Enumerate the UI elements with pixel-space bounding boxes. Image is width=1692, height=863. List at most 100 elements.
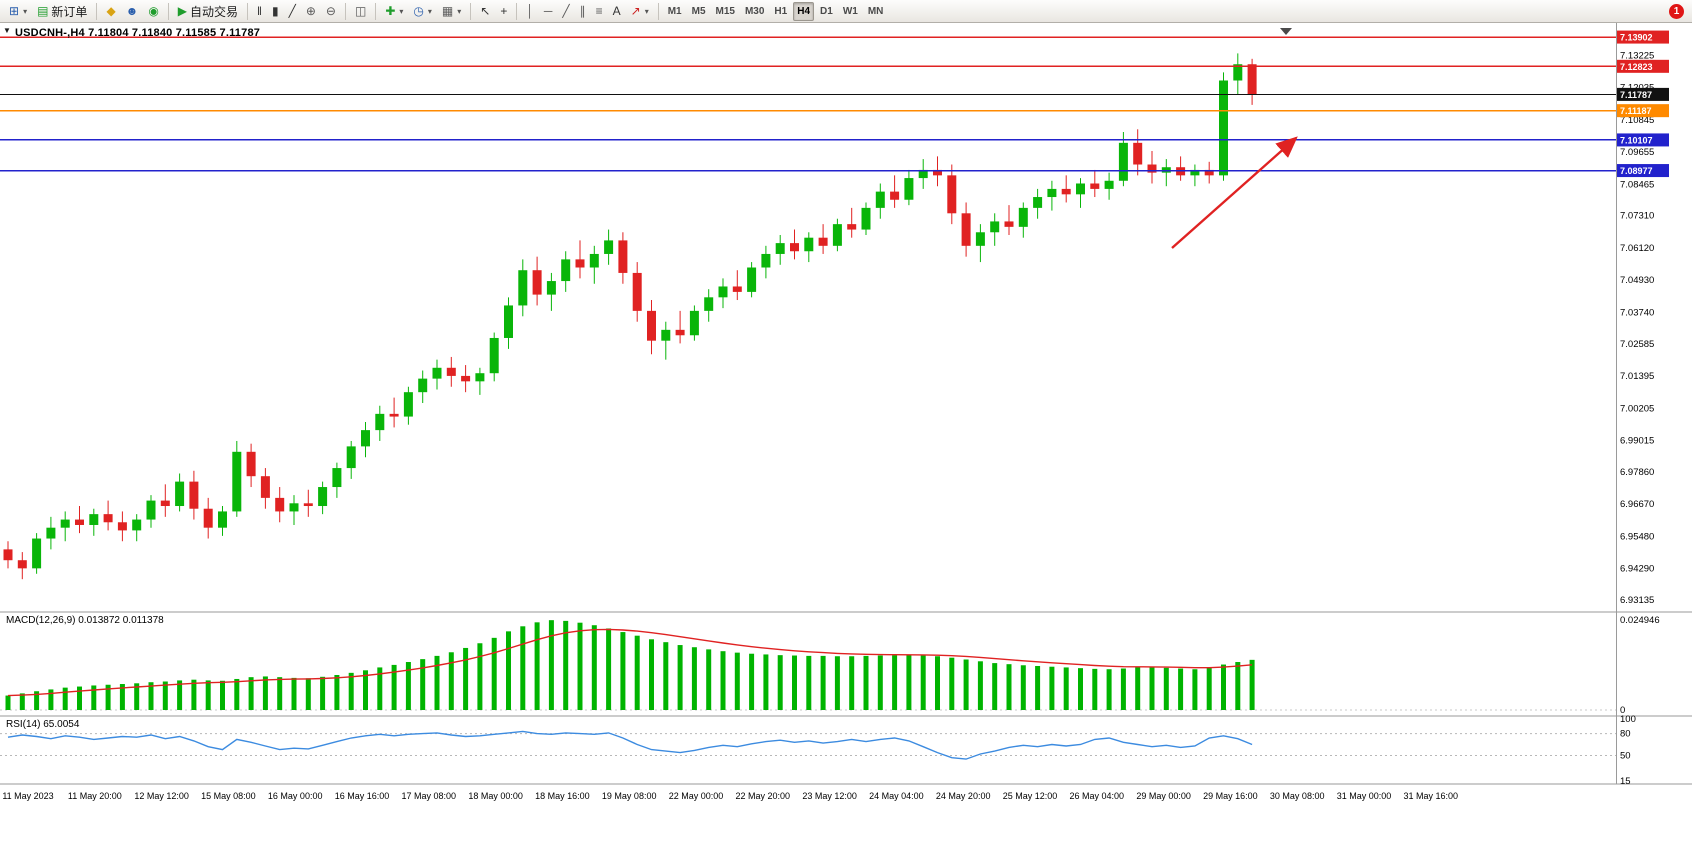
chevron-down-icon: ▾: [427, 6, 432, 16]
horizontal-line-icon: ─: [543, 4, 553, 18]
channel-tool-button[interactable]: ∥: [576, 2, 590, 21]
svg-text:7.03740: 7.03740: [1620, 307, 1654, 318]
svg-text:18 May 00:00: 18 May 00:00: [468, 791, 523, 801]
price-badge: [1617, 59, 1669, 73]
candlestick-icon: ▮: [272, 4, 279, 18]
metaeditor-button[interactable]: ◆: [102, 2, 119, 21]
news-button[interactable]: ◉: [144, 2, 162, 21]
periods-button[interactable]: ◷ ▾: [409, 2, 436, 21]
text-tool-button[interactable]: A: [609, 2, 625, 21]
timeframe-w1-button[interactable]: W1: [839, 2, 862, 21]
zoom-in-button[interactable]: ⊕: [302, 2, 320, 21]
chevron-down-icon: ▾: [399, 6, 404, 16]
indicators-button[interactable]: ✚ ▾: [381, 2, 407, 21]
svg-text:23 May 12:00: 23 May 12:00: [802, 791, 857, 801]
timeframe-m15-button[interactable]: M15: [712, 2, 739, 21]
chart-shift-marker[interactable]: [1280, 28, 1292, 35]
svg-text:7.10107: 7.10107: [1620, 135, 1653, 145]
tile-windows-icon: ◫: [354, 4, 367, 18]
price-badge: [1617, 87, 1669, 101]
notification-badge[interactable]: 1: [1669, 3, 1684, 19]
svg-text:0.024946: 0.024946: [1620, 615, 1660, 626]
vertical-line-icon: │: [526, 4, 534, 18]
svg-text:18 May 16:00: 18 May 16:00: [535, 791, 590, 801]
panel-separators: [0, 23, 1692, 785]
periods-clock-icon: ◷: [413, 4, 424, 18]
timeframe-m5-button[interactable]: M5: [688, 2, 710, 21]
svg-text:19 May 08:00: 19 May 08:00: [602, 791, 657, 801]
timeframe-h4-button[interactable]: H4: [793, 2, 815, 21]
crosshair-button[interactable]: +: [496, 2, 511, 21]
toolbar-separator: [375, 2, 377, 20]
crosshair-icon: +: [500, 4, 508, 18]
chevron-down-icon: ▾: [644, 6, 649, 16]
autotrading-button[interactable]: ▶ 自动交易: [174, 2, 242, 21]
price-badge: [1617, 30, 1669, 44]
chart-window[interactable]: 7.132257.120357.108457.096557.084657.073…: [0, 23, 1692, 863]
zoom-in-icon: ⊕: [305, 4, 316, 18]
channel-icon: ∥: [579, 4, 586, 18]
templates-button[interactable]: ▦ ▾: [438, 2, 465, 21]
new-chart-button[interactable]: ⊞ ▾: [5, 2, 31, 21]
toolbar-separator: [344, 2, 346, 20]
svg-text:7.02585: 7.02585: [1620, 339, 1654, 350]
timeframe-m30-button[interactable]: M30: [741, 2, 768, 21]
svg-text:11 May 20:00: 11 May 20:00: [68, 791, 122, 801]
macd-panel: 0.024946 0: [0, 615, 1660, 716]
candlestick-button[interactable]: ▮: [268, 2, 283, 21]
timeframe-group: M1 M5 M15 M30 H1 H4 D1 W1 MN: [663, 1, 889, 21]
svg-text:6.94290: 6.94290: [1620, 564, 1654, 575]
svg-text:31 May 16:00: 31 May 16:00: [1404, 791, 1459, 801]
horizontal-level-lines[interactable]: 7.13902 7.12823 7.11787 7.11187 7.10107 7.089…: [0, 30, 1669, 178]
toolbar-separator: [657, 2, 659, 20]
svg-text:7.13902: 7.13902: [1620, 33, 1653, 43]
svg-text:31 May 00:00: 31 May 00:00: [1337, 791, 1392, 801]
svg-text:7.12823: 7.12823: [1620, 62, 1653, 72]
candlestick-series: [3, 53, 1257, 580]
chevron-down-icon: ▾: [23, 6, 28, 16]
vertical-line-tool-button[interactable]: │: [522, 2, 538, 21]
svg-text:6.96670: 6.96670: [1620, 499, 1654, 510]
line-chart-button[interactable]: ╱: [285, 2, 300, 21]
new-chart-icon: ⊞: [9, 4, 20, 18]
new-order-button[interactable]: ▤ 新订单: [33, 2, 91, 21]
timeframe-h1-button[interactable]: H1: [770, 2, 791, 21]
price-badge: [1617, 164, 1669, 178]
horizontal-line-tool-button[interactable]: ─: [540, 2, 557, 21]
fibonacci-icon: ≡: [595, 4, 603, 18]
svg-text:0: 0: [1620, 705, 1625, 716]
trend-arrow-annotation[interactable]: [1171, 136, 1298, 249]
one-click-trading-icon[interactable]: ▼: [3, 26, 11, 35]
bar-chart-button[interactable]: ‖: [253, 2, 266, 21]
svg-text:6.97860: 6.97860: [1620, 467, 1654, 478]
svg-text:7.13225: 7.13225: [1620, 50, 1654, 61]
cursor-icon: ↖: [480, 4, 491, 18]
indicators-icon: ✚: [385, 4, 396, 18]
timeframe-m1-button[interactable]: M1: [664, 2, 686, 21]
chart-title: USDCNH-,H4 7.11804 7.11840 7.11585 7.117…: [15, 27, 261, 39]
rsi-line: [7, 730, 1253, 760]
svg-text:22 May 20:00: 22 May 20:00: [736, 791, 791, 801]
price-badge: [1617, 104, 1669, 118]
arrows-tool-button[interactable]: ↗ ▾: [627, 2, 653, 21]
timeframe-d1-button[interactable]: D1: [816, 2, 837, 21]
svg-text:6.93135: 6.93135: [1620, 595, 1654, 606]
svg-text:7.11187: 7.11187: [1620, 106, 1652, 116]
fibonacci-tool-button[interactable]: ≡: [592, 2, 607, 21]
svg-text:100: 100: [1620, 714, 1636, 725]
tile-windows-button[interactable]: ◫: [351, 2, 370, 21]
cursor-button[interactable]: ↖: [476, 2, 494, 21]
timeframe-mn-button[interactable]: MN: [864, 2, 888, 21]
text-tool-icon: A: [612, 4, 621, 18]
svg-text:7.09655: 7.09655: [1620, 147, 1654, 158]
svg-text:29 May 16:00: 29 May 16:00: [1203, 791, 1258, 801]
trendline-tool-button[interactable]: ╱: [558, 2, 573, 21]
line-chart-icon: ╱: [288, 4, 296, 18]
toolbar-separator: [470, 2, 472, 20]
time-scale[interactable]: 11 May 2023 11 May 20:00 12 May 12:00 15 Ma…: [2, 791, 1458, 801]
zoom-out-button[interactable]: ⊖: [322, 2, 340, 21]
metaeditor-icon: ◆: [106, 4, 116, 18]
community-button[interactable]: ☻: [122, 2, 143, 21]
autotrading-play-icon: ▶: [177, 4, 188, 18]
autotrading-label: 自动交易: [190, 4, 239, 19]
